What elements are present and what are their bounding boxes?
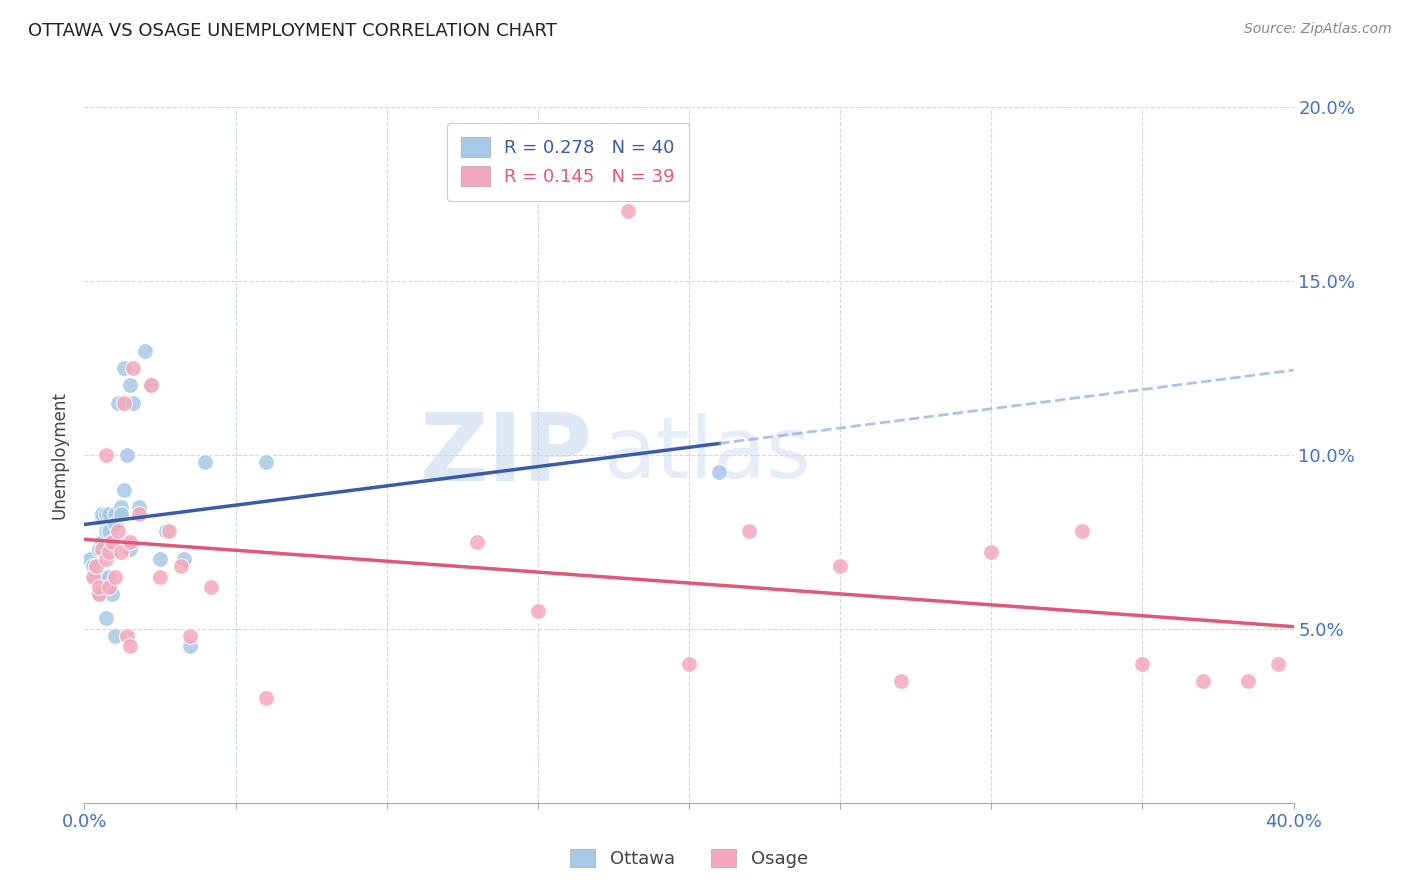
Point bbox=[149, 552, 172, 566]
Point bbox=[254, 691, 277, 706]
Point bbox=[194, 455, 217, 469]
Point bbox=[830, 559, 852, 574]
Point bbox=[738, 524, 761, 539]
Point bbox=[97, 580, 120, 594]
Point bbox=[100, 534, 122, 549]
Point bbox=[86, 559, 108, 574]
Point bbox=[107, 396, 129, 410]
Point bbox=[86, 570, 108, 584]
Point bbox=[678, 657, 700, 671]
Point bbox=[110, 545, 132, 559]
Point bbox=[139, 378, 162, 392]
Point bbox=[467, 534, 489, 549]
Text: OTTAWA VS OSAGE UNEMPLOYMENT CORRELATION CHART: OTTAWA VS OSAGE UNEMPLOYMENT CORRELATION… bbox=[28, 22, 557, 40]
Point bbox=[200, 580, 222, 594]
Point bbox=[134, 343, 156, 358]
Point bbox=[104, 507, 127, 521]
Point bbox=[97, 524, 120, 539]
Point bbox=[97, 570, 120, 584]
Point bbox=[118, 541, 141, 556]
Point bbox=[97, 545, 120, 559]
Y-axis label: Unemployment: Unemployment bbox=[51, 391, 69, 519]
Point bbox=[89, 587, 111, 601]
Point bbox=[179, 639, 201, 653]
Point bbox=[100, 534, 122, 549]
Legend: Ottawa, Osage: Ottawa, Osage bbox=[561, 840, 817, 877]
Point bbox=[128, 500, 150, 514]
Text: Source: ZipAtlas.com: Source: ZipAtlas.com bbox=[1244, 22, 1392, 37]
Point bbox=[1267, 657, 1289, 671]
Point bbox=[1192, 674, 1215, 689]
Point bbox=[890, 674, 912, 689]
Point bbox=[155, 524, 177, 539]
Point bbox=[157, 524, 180, 539]
Point bbox=[170, 559, 193, 574]
Point bbox=[91, 541, 114, 556]
Point bbox=[1130, 657, 1153, 671]
Point bbox=[118, 378, 141, 392]
Point bbox=[980, 545, 1002, 559]
Point bbox=[94, 552, 117, 566]
Point bbox=[82, 570, 104, 584]
Point bbox=[115, 629, 138, 643]
Point bbox=[110, 507, 132, 521]
Point bbox=[121, 360, 143, 375]
Point bbox=[1071, 524, 1094, 539]
Point bbox=[112, 483, 135, 497]
Point bbox=[128, 507, 150, 521]
Point bbox=[89, 541, 111, 556]
Point bbox=[115, 448, 138, 462]
Point bbox=[254, 455, 277, 469]
Point bbox=[112, 360, 135, 375]
Point bbox=[97, 507, 120, 521]
Point bbox=[121, 396, 143, 410]
Point bbox=[179, 629, 201, 643]
Point bbox=[91, 507, 114, 521]
Point bbox=[149, 570, 172, 584]
Point bbox=[104, 570, 127, 584]
Point bbox=[94, 611, 117, 625]
Point bbox=[91, 570, 114, 584]
Point bbox=[89, 580, 111, 594]
Text: atlas: atlas bbox=[605, 413, 813, 497]
Point bbox=[91, 534, 114, 549]
Point bbox=[617, 204, 640, 219]
Point bbox=[1237, 674, 1260, 689]
Text: ZIP: ZIP bbox=[419, 409, 592, 501]
Point bbox=[79, 552, 101, 566]
Point bbox=[139, 378, 162, 392]
Point bbox=[94, 524, 117, 539]
Point bbox=[118, 534, 141, 549]
Point bbox=[89, 587, 111, 601]
Point bbox=[173, 552, 195, 566]
Point bbox=[104, 629, 127, 643]
Point bbox=[110, 500, 132, 514]
Point bbox=[104, 517, 127, 532]
Point bbox=[107, 524, 129, 539]
Point bbox=[112, 396, 135, 410]
Point bbox=[527, 605, 550, 619]
Point bbox=[82, 559, 104, 574]
Point bbox=[118, 639, 141, 653]
Point bbox=[91, 510, 114, 524]
Point bbox=[94, 448, 117, 462]
Point bbox=[94, 507, 117, 521]
Point bbox=[709, 466, 731, 480]
Point bbox=[100, 587, 122, 601]
Point bbox=[94, 580, 117, 594]
